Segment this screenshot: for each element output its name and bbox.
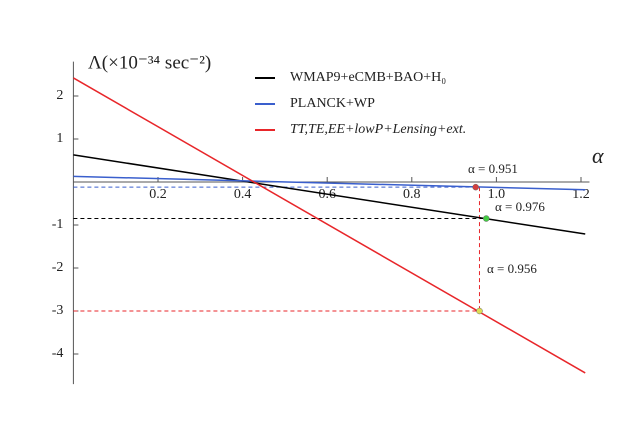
x-tick-label: 0.2 — [149, 187, 167, 202]
point — [472, 183, 479, 191]
y-tick-label: -4 — [52, 346, 64, 361]
y-tick-label: -3 — [52, 303, 64, 318]
y-tick-label: 2 — [56, 88, 63, 103]
annotation: α = 0.976 — [495, 199, 545, 214]
x-tick-label: 1.0 — [488, 187, 506, 202]
series-line — [73, 77, 586, 374]
y-axis-label: Λ(×10⁻³⁴ sec⁻²) — [88, 52, 211, 73]
x-axis-label: α — [592, 143, 604, 168]
x-tick-label: 0.4 — [234, 187, 252, 202]
y-tick-label: -2 — [52, 260, 64, 275]
annotation: α = 0.951 — [468, 161, 518, 176]
legend-label: TT,TE,EE+lowP+Lensing+ext. — [290, 122, 466, 137]
point — [476, 307, 483, 315]
legend-label: PLANCK+WP — [290, 96, 375, 111]
legend-label: WMAP9+eCMB+BAO+H₀ — [290, 70, 446, 85]
series-line — [73, 154, 586, 235]
x-tick-label: 0.8 — [403, 187, 421, 202]
point — [482, 215, 490, 222]
y-tick-label: -1 — [52, 217, 64, 232]
annotation: α = 0.956 — [487, 261, 537, 276]
x-tick-label: 1.2 — [572, 187, 590, 202]
y-tick-label: 1 — [56, 131, 63, 146]
series-line — [73, 175, 586, 191]
